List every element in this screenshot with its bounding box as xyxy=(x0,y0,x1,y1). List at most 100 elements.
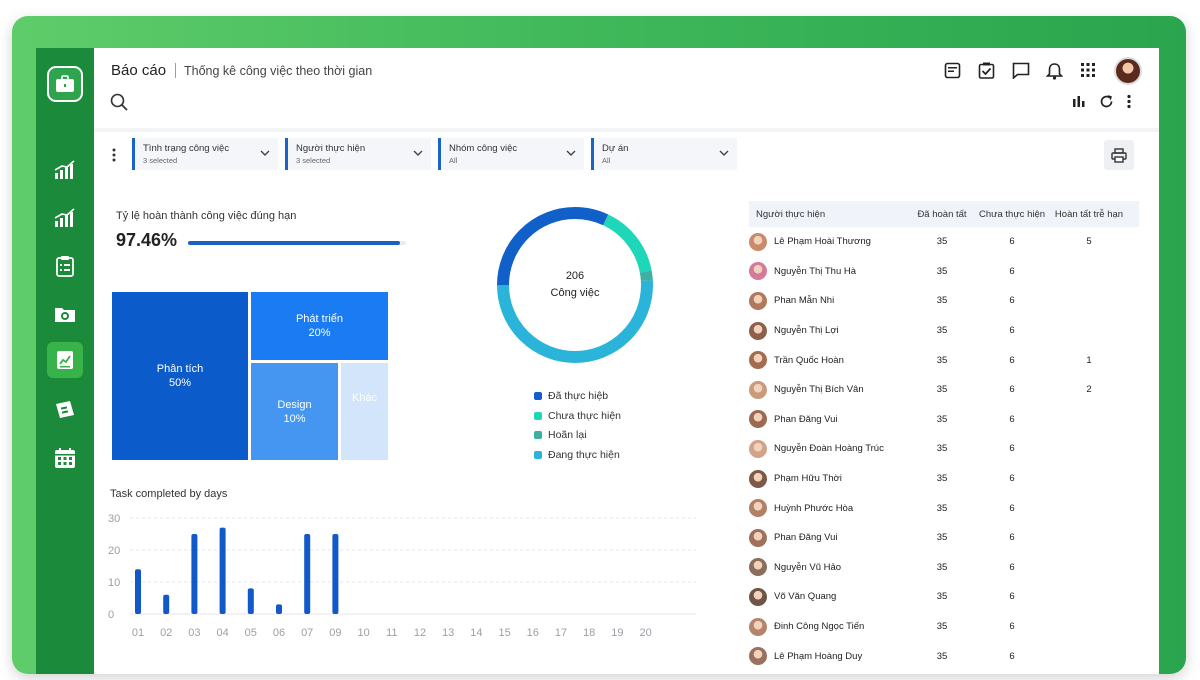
column-header-assignee[interactable]: Người thực hiện xyxy=(756,208,826,220)
cell-done: 35 xyxy=(936,532,948,544)
chart-growth-icon[interactable] xyxy=(51,156,79,184)
cell-assignee: Lê Phạm Hoài Thương xyxy=(749,232,907,251)
table-row[interactable]: Phan Mẫn Nhi 35 6 xyxy=(749,286,1139,316)
kpi-progress-bar xyxy=(188,241,406,245)
print-button[interactable] xyxy=(1104,140,1134,170)
x-tick-label: 03 xyxy=(188,627,200,639)
table-row[interactable]: Trần Quốc Hoàn 35 6 1 xyxy=(749,345,1139,375)
chat-icon[interactable] xyxy=(1012,62,1030,80)
search-icon[interactable] xyxy=(110,93,128,116)
x-tick-label: 12 xyxy=(414,627,426,639)
cell-todo: 6 xyxy=(1009,443,1015,455)
bar[interactable] xyxy=(332,534,339,614)
ticket-icon[interactable] xyxy=(51,396,79,424)
content-top-border xyxy=(94,128,1159,132)
cell-done: 35 xyxy=(936,502,948,514)
filter-task-status[interactable]: Tình trạng công việc 3 selected xyxy=(132,138,278,170)
task-bar-chart: 0 10 20 30 01 02 03 04 05 06 07 09 10 11 12 13 14 15 16 17 1… xyxy=(108,513,696,639)
table-row[interactable]: Phan Đăng Vui 35 6 xyxy=(749,405,1139,435)
treemap-value: 50% xyxy=(168,377,192,389)
table-row[interactable]: Lê Phạm Hoài Thương 35 6 5 xyxy=(749,227,1139,257)
assignee-name: Lê Phạm Hoàng Duy xyxy=(774,650,863,662)
cell-done: 35 xyxy=(936,295,948,307)
treemap-cell-analysis[interactable]: Phân tích 50% xyxy=(112,292,248,460)
assignee-table: Người thực hiện Đã hoàn tất Chưa thực hi… xyxy=(749,201,1139,671)
cell-todo: 6 xyxy=(1009,265,1015,277)
donut-segment[interactable] xyxy=(497,207,653,363)
cell-done: 35 xyxy=(936,591,948,603)
y-tick-label: 0 xyxy=(108,609,114,621)
refresh-icon[interactable] xyxy=(1099,94,1115,110)
table-row[interactable]: Lê Phạm Hoàng Duy 35 6 xyxy=(749,641,1139,671)
cell-todo: 6 xyxy=(1009,621,1015,633)
bar[interactable] xyxy=(163,594,170,614)
more-vertical-icon[interactable] xyxy=(1126,94,1142,110)
filter-label: Nhóm công việc xyxy=(449,143,518,154)
treemap-label: Design xyxy=(277,398,312,411)
report-content: Tình trạng công việc 3 selected Người th… xyxy=(94,128,1159,674)
x-tick-label: 15 xyxy=(498,627,510,639)
bar[interactable] xyxy=(219,527,226,614)
cell-assignee: Nguyễn Thị Lợi xyxy=(749,321,907,340)
table-row[interactable]: Phạm Hữu Thời 35 6 xyxy=(749,464,1139,494)
x-tick-label: 02 xyxy=(160,627,172,639)
table-row[interactable]: Nguyễn Đoàn Hoàng Trúc 35 6 xyxy=(749,434,1139,464)
table-row[interactable]: Đinh Công Ngọc Tiến 35 6 xyxy=(749,612,1139,642)
filter-value: 3 selected xyxy=(143,156,178,165)
cell-todo: 6 xyxy=(1009,236,1015,248)
column-header-done[interactable]: Đã hoàn tất xyxy=(917,208,967,220)
x-tick-label: 10 xyxy=(357,627,369,639)
assignee-name: Phạm Hữu Thời xyxy=(774,473,842,485)
treemap-cell-design[interactable]: Design 10% xyxy=(251,363,338,460)
bar[interactable] xyxy=(191,534,198,614)
table-row[interactable]: Nguyễn Thị Thu Hà 35 6 xyxy=(749,257,1139,287)
cell-todo: 6 xyxy=(1009,591,1015,603)
treemap-cell-other[interactable]: Khác xyxy=(341,363,388,460)
table-row[interactable]: Nguyễn Thị Bích Vân 35 6 2 xyxy=(749,375,1139,405)
cell-todo: 6 xyxy=(1009,532,1015,544)
bar-chart-icon[interactable] xyxy=(1072,94,1088,110)
treemap-label: Phân tích xyxy=(156,363,204,375)
column-header-todo[interactable]: Chưa thực hiện xyxy=(978,208,1046,220)
filter-task-group[interactable]: Nhóm công việc All xyxy=(438,138,584,170)
table-row[interactable]: Nguyễn Thị Lợi 35 6 xyxy=(749,316,1139,346)
task-check-icon[interactable] xyxy=(978,62,996,80)
kpi-progress-fill xyxy=(188,241,401,245)
table-row[interactable]: Phan Đăng Vui 35 6 xyxy=(749,523,1139,553)
bar[interactable] xyxy=(135,569,141,614)
clipboard-list-icon[interactable] xyxy=(51,252,79,280)
cell-assignee: Võ Văn Quang xyxy=(749,587,907,606)
page-subtitle: Thống kê công việc theo thời gian xyxy=(184,64,373,78)
table-header: Người thực hiện Đã hoàn tất Chưa thực hi… xyxy=(749,201,1139,227)
legend-label: Đang thực hiện xyxy=(548,448,620,461)
filter-assignee[interactable]: Người thực hiện 3 selected xyxy=(285,138,431,170)
filter-more-icon[interactable] xyxy=(112,148,116,167)
report-chart-icon[interactable] xyxy=(47,342,83,378)
chevron-down-icon xyxy=(719,150,729,156)
filter-project[interactable]: Dự án All xyxy=(591,138,737,170)
x-tick-label: 09 xyxy=(329,627,341,639)
chart-growth-icon[interactable] xyxy=(51,204,79,232)
table-row[interactable]: Huỳnh Phước Hòa 35 6 xyxy=(749,493,1139,523)
table-row[interactable]: Nguyễn Vũ Hảo 35 6 xyxy=(749,553,1139,583)
calendar-icon[interactable] xyxy=(51,444,79,472)
briefcase-logo-icon[interactable] xyxy=(47,66,83,102)
x-tick-label: 18 xyxy=(583,627,595,639)
bar[interactable] xyxy=(304,534,311,614)
user-avatar[interactable] xyxy=(1114,57,1142,85)
notes-icon[interactable] xyxy=(944,62,962,80)
bar[interactable] xyxy=(247,588,254,614)
cell-todo: 6 xyxy=(1009,354,1015,366)
bar[interactable] xyxy=(276,604,282,614)
bell-icon[interactable] xyxy=(1045,62,1064,80)
assignee-name: Nguyễn Thị Thu Hà xyxy=(774,265,857,277)
folder-icon[interactable] xyxy=(51,300,79,328)
treemap-label: Phát triển xyxy=(295,313,344,325)
x-tick-label: 16 xyxy=(527,627,539,639)
table-row[interactable]: Võ Văn Quang 35 6 xyxy=(749,582,1139,612)
cell-assignee: Nguyễn Vũ Hảo xyxy=(749,558,907,577)
apps-grid-icon[interactable] xyxy=(1080,62,1098,80)
cell-done: 35 xyxy=(936,325,948,337)
column-header-late[interactable]: Hoàn tất trễ hạn xyxy=(1054,208,1124,220)
treemap-cell-development[interactable]: Phát triển 20% xyxy=(251,292,388,360)
